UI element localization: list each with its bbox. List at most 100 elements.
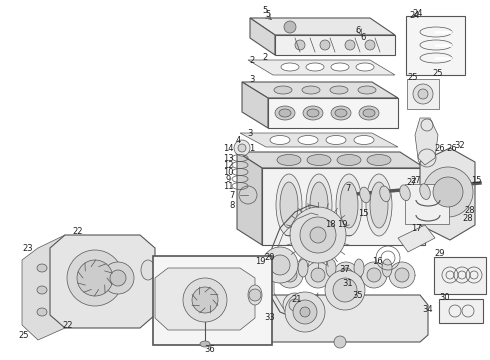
- Text: 19: 19: [337, 220, 347, 229]
- Ellipse shape: [418, 89, 428, 99]
- Ellipse shape: [331, 106, 351, 120]
- Ellipse shape: [337, 154, 361, 166]
- FancyBboxPatch shape: [406, 16, 465, 75]
- Text: 35: 35: [353, 291, 363, 300]
- Text: 27: 27: [411, 176, 421, 185]
- Circle shape: [325, 270, 365, 310]
- Ellipse shape: [37, 286, 47, 294]
- Circle shape: [192, 287, 218, 313]
- Ellipse shape: [400, 185, 410, 201]
- Text: 17: 17: [411, 224, 421, 233]
- Text: 36: 36: [205, 346, 216, 355]
- Ellipse shape: [283, 268, 297, 282]
- Polygon shape: [257, 295, 428, 342]
- Ellipse shape: [277, 262, 303, 288]
- Ellipse shape: [363, 109, 375, 117]
- Ellipse shape: [306, 63, 324, 71]
- Text: 18: 18: [325, 220, 335, 229]
- Ellipse shape: [279, 109, 291, 117]
- Text: 25: 25: [408, 72, 418, 81]
- Ellipse shape: [298, 259, 308, 277]
- Polygon shape: [275, 35, 395, 55]
- Circle shape: [285, 292, 325, 332]
- Ellipse shape: [358, 86, 376, 94]
- Circle shape: [300, 217, 336, 253]
- Text: 15: 15: [358, 208, 368, 217]
- Text: 24: 24: [413, 9, 423, 18]
- Circle shape: [238, 144, 246, 152]
- Polygon shape: [237, 152, 425, 168]
- Text: 2: 2: [262, 53, 268, 62]
- Text: 31: 31: [343, 279, 353, 288]
- Text: 19: 19: [255, 257, 265, 266]
- Text: 22: 22: [73, 226, 83, 235]
- Ellipse shape: [389, 262, 415, 288]
- Ellipse shape: [326, 259, 336, 277]
- Circle shape: [262, 247, 298, 283]
- Text: 26: 26: [447, 144, 457, 153]
- FancyBboxPatch shape: [439, 299, 483, 323]
- Text: 23: 23: [23, 243, 33, 252]
- Ellipse shape: [361, 262, 387, 288]
- Circle shape: [433, 177, 463, 207]
- Text: 16: 16: [372, 257, 382, 266]
- Ellipse shape: [276, 174, 302, 236]
- Polygon shape: [155, 268, 255, 330]
- Ellipse shape: [366, 174, 392, 236]
- Text: 13: 13: [222, 153, 233, 162]
- Polygon shape: [398, 225, 435, 252]
- Ellipse shape: [382, 259, 392, 277]
- Polygon shape: [22, 235, 65, 340]
- FancyBboxPatch shape: [407, 79, 439, 109]
- Text: 14: 14: [223, 144, 233, 153]
- Ellipse shape: [359, 106, 379, 120]
- Circle shape: [249, 289, 261, 301]
- Polygon shape: [242, 82, 268, 128]
- Ellipse shape: [367, 268, 381, 282]
- Text: 6: 6: [360, 32, 366, 41]
- Text: 1: 1: [249, 144, 255, 153]
- Text: 20: 20: [265, 253, 275, 262]
- Circle shape: [270, 255, 290, 275]
- Ellipse shape: [305, 262, 331, 288]
- Circle shape: [67, 250, 123, 306]
- Text: 2: 2: [249, 55, 255, 64]
- Polygon shape: [268, 98, 398, 128]
- Ellipse shape: [339, 268, 353, 282]
- Polygon shape: [250, 18, 275, 55]
- Circle shape: [320, 40, 330, 50]
- Circle shape: [333, 278, 357, 302]
- Polygon shape: [248, 60, 395, 75]
- Circle shape: [300, 307, 310, 317]
- Ellipse shape: [200, 341, 210, 347]
- Text: 28: 28: [463, 213, 473, 222]
- Ellipse shape: [395, 268, 409, 282]
- Text: 37: 37: [340, 266, 350, 274]
- Text: 27: 27: [407, 177, 417, 186]
- Text: 3: 3: [249, 75, 255, 84]
- Ellipse shape: [298, 135, 318, 144]
- Ellipse shape: [281, 63, 299, 71]
- Ellipse shape: [331, 63, 349, 71]
- Text: 5: 5: [266, 9, 270, 18]
- Circle shape: [183, 278, 227, 322]
- Polygon shape: [240, 133, 398, 147]
- Ellipse shape: [336, 174, 362, 236]
- Text: 34: 34: [423, 306, 433, 315]
- Text: 8: 8: [229, 201, 235, 210]
- Text: 12: 12: [223, 161, 233, 170]
- Ellipse shape: [302, 86, 320, 94]
- Text: 4: 4: [235, 135, 241, 144]
- Circle shape: [77, 260, 113, 296]
- Text: 26: 26: [435, 144, 445, 153]
- Ellipse shape: [280, 182, 298, 228]
- Polygon shape: [242, 82, 398, 98]
- Ellipse shape: [307, 154, 331, 166]
- Circle shape: [295, 40, 305, 50]
- Text: 25: 25: [19, 330, 29, 339]
- Text: 25: 25: [433, 68, 443, 77]
- FancyBboxPatch shape: [405, 184, 449, 224]
- Ellipse shape: [335, 109, 347, 117]
- Text: 21: 21: [292, 296, 302, 305]
- Ellipse shape: [333, 262, 359, 288]
